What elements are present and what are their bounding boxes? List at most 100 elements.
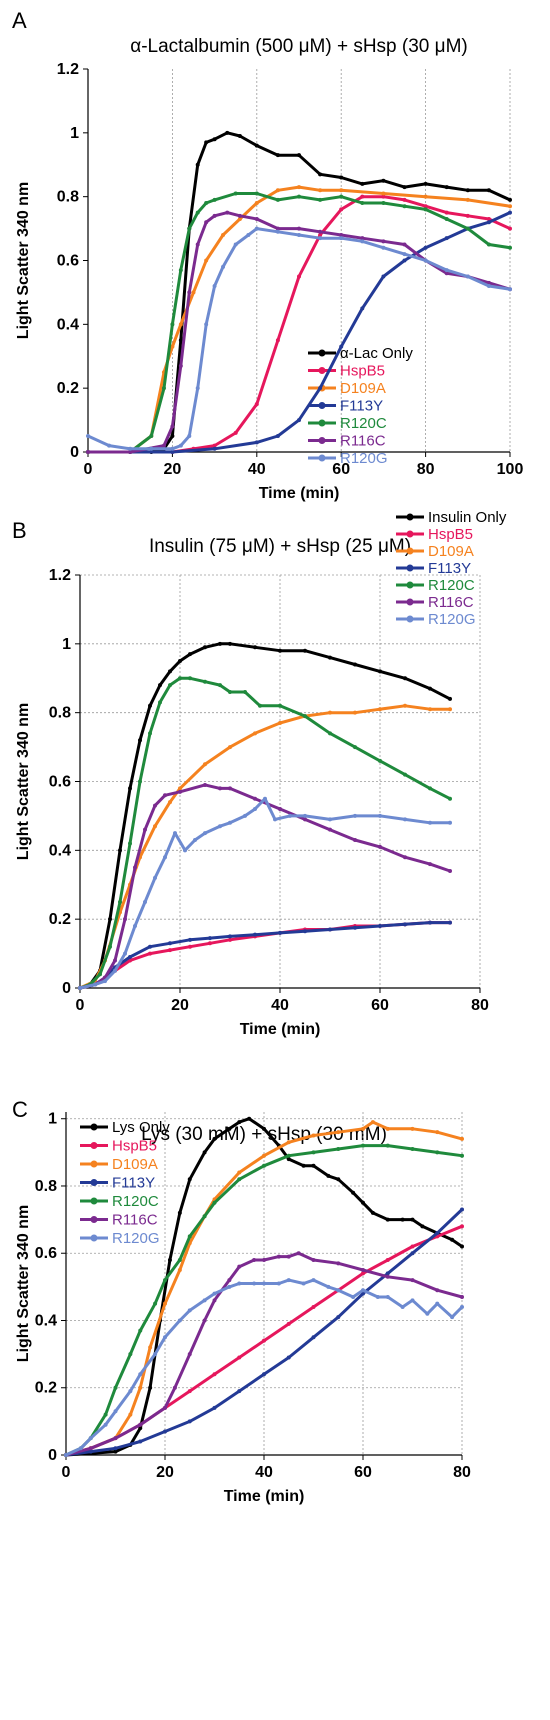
series-line: [86, 227, 512, 451]
data-point: [428, 820, 432, 825]
data-point: [328, 710, 332, 715]
series--lac-only: [86, 130, 512, 454]
data-point: [149, 434, 154, 439]
y-tick-label: 0.4: [57, 316, 79, 333]
data-point: [278, 720, 282, 725]
x-tick-label: 60: [354, 1464, 372, 1481]
legend-label: F113Y: [340, 398, 383, 415]
x-axis-label: Time (min): [240, 1021, 321, 1038]
data-point: [161, 443, 166, 448]
data-point: [385, 1274, 390, 1279]
legend-entry: R116C: [308, 433, 386, 450]
data-point: [172, 1385, 177, 1390]
data-point: [148, 1345, 153, 1350]
data-point: [133, 924, 137, 929]
series-r120g: [64, 1278, 464, 1457]
data-point: [188, 944, 192, 949]
data-point: [262, 1126, 266, 1131]
data-point: [286, 1254, 291, 1259]
legend-entry: Lys Only: [80, 1119, 170, 1136]
data-point: [221, 232, 226, 237]
data-point: [204, 258, 209, 263]
data-point: [381, 194, 386, 199]
data-point: [375, 1294, 380, 1299]
series-line: [86, 211, 512, 454]
data-point: [178, 338, 183, 343]
data-point: [128, 446, 133, 451]
data-point: [486, 217, 491, 222]
data-point: [326, 1284, 331, 1289]
data-point: [448, 920, 452, 925]
data-point: [403, 772, 407, 777]
data-point: [225, 130, 230, 135]
panel-label: C: [12, 1097, 28, 1122]
data-point: [339, 207, 344, 212]
data-point: [113, 1409, 118, 1414]
series-line: [86, 211, 512, 454]
data-point: [202, 1318, 207, 1323]
data-point: [339, 236, 344, 241]
data-point: [385, 1271, 390, 1276]
data-point: [378, 669, 382, 674]
data-point: [212, 284, 217, 289]
data-point: [237, 217, 242, 222]
data-point: [191, 290, 196, 295]
data-point: [460, 1294, 464, 1299]
legend-marker: [318, 402, 326, 409]
data-point: [465, 197, 470, 202]
data-point: [351, 1190, 356, 1195]
data-point: [254, 402, 259, 407]
data-point: [465, 274, 470, 279]
y-tick-label: 1: [48, 1111, 57, 1128]
data-point: [118, 848, 122, 853]
data-point: [428, 707, 432, 712]
data-point: [237, 213, 242, 218]
data-point: [311, 1278, 316, 1283]
data-point: [360, 181, 365, 186]
data-point: [178, 268, 183, 273]
data-point: [360, 239, 365, 244]
data-point: [339, 194, 344, 199]
x-tick-label: 0: [62, 1464, 71, 1481]
data-point: [107, 443, 112, 448]
data-point: [173, 831, 177, 836]
data-point: [311, 1257, 316, 1262]
data-point: [168, 800, 172, 805]
x-tick-label: 80: [453, 1464, 471, 1481]
data-point: [138, 738, 142, 743]
data-point: [88, 1446, 93, 1451]
legend-label: HspB5: [112, 1138, 157, 1155]
data-point: [353, 925, 357, 930]
data-point: [276, 1281, 281, 1286]
data-point: [286, 1140, 291, 1145]
data-point: [177, 1210, 182, 1215]
data-point: [183, 848, 187, 853]
legend-entry: D109A: [396, 543, 474, 560]
data-point: [326, 1173, 331, 1178]
legend-label: HspB5: [340, 363, 385, 380]
data-point: [381, 201, 386, 206]
data-point: [402, 197, 407, 202]
data-point: [228, 745, 232, 750]
data-point: [148, 1385, 153, 1390]
data-point: [444, 185, 449, 190]
data-point: [318, 386, 323, 391]
data-point: [465, 226, 470, 231]
data-point: [286, 1157, 291, 1162]
data-point: [262, 1153, 266, 1158]
legend-entry: HspB5: [308, 363, 385, 380]
data-point: [435, 1231, 440, 1236]
data-point: [204, 201, 209, 206]
series-f113y: [86, 210, 512, 454]
data-point: [123, 917, 127, 922]
data-point: [385, 1257, 390, 1262]
data-point: [253, 796, 257, 801]
data-point: [278, 930, 282, 935]
data-point: [203, 782, 207, 787]
data-point: [113, 958, 117, 963]
data-point: [297, 194, 301, 199]
data-point: [163, 1429, 167, 1434]
legend-entry: R120C: [308, 415, 387, 432]
data-point: [254, 217, 259, 222]
data-point: [203, 679, 207, 684]
